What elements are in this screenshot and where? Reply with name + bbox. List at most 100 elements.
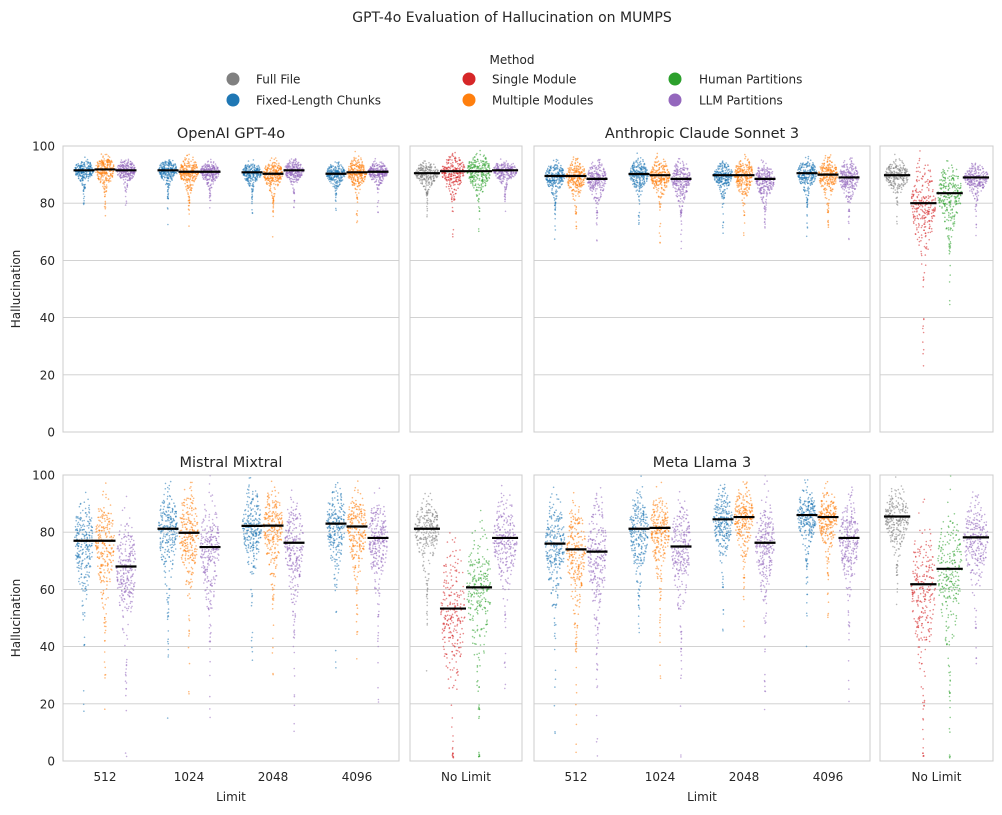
swarm-point-llm-partitions-512 <box>125 174 127 176</box>
swarm-point-multiple-modules-4096 <box>361 180 363 182</box>
swarm-point-llm-partitions-2048 <box>293 181 295 183</box>
swarm-point-llm-partitions-1024 <box>213 162 215 164</box>
swarm-point-multiple-modules-512 <box>104 180 106 182</box>
swarm-point-fixed-length-chunks-1024 <box>168 168 170 170</box>
swarm-point-fixed-length-chunks-1024 <box>170 181 172 183</box>
swarm-point-llm-partitions-2048 <box>289 177 291 179</box>
swarm-point-multiple-modules-512 <box>103 164 105 166</box>
swarm-point-fixed-length-chunks-4096 <box>332 186 334 188</box>
swarm-point-fixed-length-chunks-512 <box>83 193 85 195</box>
swarm-point-fixed-length-chunks-2048 <box>255 177 257 179</box>
swarm-point-fixed-length-chunks-2048 <box>251 185 253 187</box>
swarm-point-multiple-modules-4096 <box>355 192 357 194</box>
swarm-point-llm-partitions-2048 <box>288 163 290 165</box>
panel-title-mistral: Mistral Mixtral <box>180 455 283 471</box>
swarm-point-llm-partitions-1024 <box>202 176 204 178</box>
legend-marker-llm-partitions <box>669 94 682 107</box>
swarm-point-multiple-modules-512 <box>106 186 108 188</box>
swarm-point-fixed-length-chunks-2048 <box>249 175 251 177</box>
swarm-point-fixed-length-chunks-512 <box>82 184 84 186</box>
swarm-point-multiple-modules-1024 <box>184 157 186 159</box>
swarm-point-multiple-modules-2048 <box>265 169 267 171</box>
swarm-point-multiple-modules-1024 <box>184 183 186 185</box>
swarm-point-llm-partitions-1024 <box>213 175 215 177</box>
swarm-point-fixed-length-chunks-512 <box>81 172 83 174</box>
swarm-point-llm-partitions-2048 <box>291 183 293 185</box>
swarm-point-llm-partitions-2048 <box>296 178 298 180</box>
swarm-point-fixed-length-chunks-2048 <box>244 178 246 180</box>
swarm-point-fixed-length-chunks-512 <box>83 176 85 178</box>
swarm-point-fixed-length-chunks-4096 <box>330 169 332 171</box>
swarm-point-multiple-modules-512 <box>103 158 105 160</box>
swarm-point-multiple-modules-4096 <box>354 151 356 153</box>
swarm-point-llm-partitions-1024 <box>203 178 205 180</box>
swarm-point-fixed-length-chunks-1024 <box>159 167 161 169</box>
swarm-point-multiple-modules-512 <box>108 181 110 183</box>
swarm-point-llm-partitions-2048 <box>289 178 291 180</box>
swarm-point-multiple-modules-2048 <box>269 189 271 191</box>
swarm-point-multiple-modules-512 <box>103 191 105 193</box>
swarm-point-fixed-length-chunks-2048 <box>247 179 249 181</box>
swarm-point-llm-partitions-2048 <box>290 173 292 175</box>
swarm-point-multiple-modules-2048 <box>273 183 275 185</box>
swarm-point-multiple-modules-512 <box>110 180 112 182</box>
swarm-point-multiple-modules-4096 <box>355 174 357 176</box>
swarm-point-llm-partitions-2048 <box>294 193 296 195</box>
swarm-point-multiple-modules-1024 <box>185 186 187 188</box>
swarm-point-multiple-modules-512 <box>104 204 106 206</box>
swarm-point-multiple-modules-2048 <box>279 178 281 180</box>
swarm-point-multiple-modules-1024 <box>190 177 192 179</box>
swarm-point-llm-partitions-1024 <box>205 178 207 180</box>
swarm-point-llm-partitions-2048 <box>299 177 301 179</box>
swarm-point-multiple-modules-1024 <box>183 173 185 175</box>
swarm-point-fixed-length-chunks-1024 <box>162 178 164 180</box>
swarm-point-llm-partitions-512 <box>126 202 128 204</box>
swarm-point-multiple-modules-2048 <box>268 182 270 184</box>
swarm-point-multiple-modules-4096 <box>357 181 359 183</box>
swarm-point-fixed-length-chunks-512 <box>83 162 85 164</box>
swarm-point-fixed-length-chunks-512 <box>81 161 83 163</box>
swarm-point-multiple-modules-1024 <box>180 176 182 178</box>
swarm-point-llm-partitions-512 <box>130 175 132 177</box>
swarm-point-llm-partitions-1024 <box>204 175 206 177</box>
swarm-point-multiple-modules-4096 <box>356 213 358 215</box>
swarm-point-fixed-length-chunks-512 <box>91 164 93 166</box>
swarm-point-fixed-length-chunks-512 <box>78 165 80 167</box>
swarm-point-llm-partitions-512 <box>126 200 128 202</box>
swarm-point-multiple-modules-4096 <box>357 220 359 222</box>
swarm-point-fixed-length-chunks-512 <box>84 188 86 190</box>
swarm-point-fixed-length-chunks-512 <box>80 166 82 168</box>
swarm-point-llm-partitions-1024 <box>210 168 212 170</box>
swarm-point-multiple-modules-512 <box>104 166 106 168</box>
swarm-point-fixed-length-chunks-1024 <box>168 180 170 182</box>
swarm-point-llm-partitions-1024 <box>213 165 215 167</box>
swarm-point-llm-partitions-2048 <box>289 166 291 168</box>
swarm-point-llm-partitions-1024 <box>210 162 212 164</box>
swarm-point-llm-partitions-2048 <box>296 166 298 168</box>
swarm-point-llm-partitions-1024 <box>208 169 210 171</box>
swarm-point-fixed-length-chunks-4096 <box>329 171 331 173</box>
swarm-point-multiple-modules-512 <box>112 173 114 175</box>
swarm-point-fixed-length-chunks-4096 <box>338 171 340 173</box>
swarm-point-fixed-length-chunks-4096 <box>334 176 336 178</box>
swarm-point-multiple-modules-1024 <box>188 161 190 163</box>
legend-entry-multiple-modules: Multiple Modules <box>463 94 594 108</box>
swarm-point-multiple-modules-512 <box>109 165 111 167</box>
swarm-point-multiple-modules-1024 <box>188 200 190 202</box>
swarm-point-multiple-modules-2048 <box>272 166 274 168</box>
swarm-point-multiple-modules-1024 <box>188 174 190 176</box>
swarm-point-fixed-length-chunks-4096 <box>337 181 339 183</box>
swarm-point-llm-partitions-2048 <box>298 162 300 164</box>
swarm-point-llm-partitions-2048 <box>285 173 287 175</box>
legend-label-single-module: Single Module <box>492 73 576 87</box>
swarm-point-fixed-length-chunks-1024 <box>161 174 163 176</box>
swarm-point-llm-partitions-1024 <box>202 175 204 177</box>
swarm-point-llm-partitions-2048 <box>294 162 296 164</box>
swarm-point-fixed-length-chunks-1024 <box>161 171 163 173</box>
swarm-point-multiple-modules-1024 <box>189 166 191 168</box>
swarm-point-multiple-modules-1024 <box>196 166 198 168</box>
swarm-point-multiple-modules-1024 <box>183 179 185 181</box>
swarm-point-llm-partitions-1024 <box>205 166 207 168</box>
swarm-point-multiple-modules-1024 <box>195 165 197 167</box>
swarm-point-llm-partitions-512 <box>125 171 127 173</box>
